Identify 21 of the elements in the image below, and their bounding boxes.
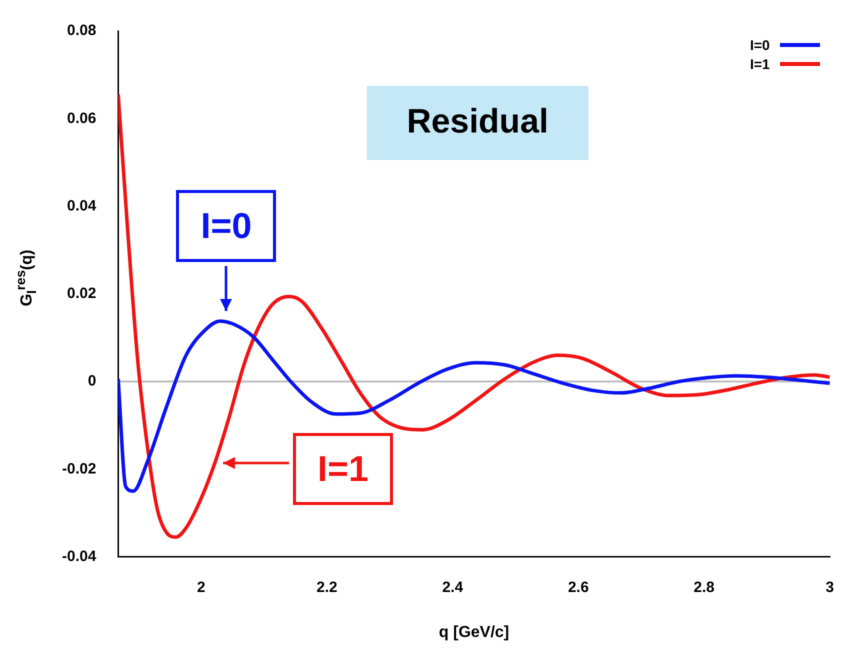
annotation: I=0 [176, 190, 276, 262]
line-series [118, 92, 830, 539]
x-axis-title: q [GeV/c] [438, 624, 510, 641]
x-tick-label: 2.4 [442, 578, 464, 596]
legend-label: I=0 [750, 36, 770, 52]
y-tick-label: 0 [88, 372, 96, 390]
line-series [118, 319, 830, 493]
x-tick-label: 2.6 [568, 578, 589, 596]
y-tick-label: -0.04 [62, 548, 97, 565]
annotation: Residual [406, 102, 548, 140]
x-tick-label: 2.8 [694, 578, 715, 596]
legend-label: I=1 [750, 56, 770, 72]
y-tick-label: -0.02 [62, 460, 96, 478]
x-tick-label: 2.2 [316, 578, 338, 596]
annotation: I=1 [293, 432, 393, 505]
y-tick-label: 0.08 [66, 22, 96, 40]
y-tick-label: 0.06 [66, 110, 96, 127]
y-tick-label: 0.04 [66, 197, 97, 214]
y-tick-label: 0.02 [66, 285, 96, 302]
x-tick-label: 3 [826, 578, 834, 596]
x-tick-label: 2 [197, 578, 206, 596]
